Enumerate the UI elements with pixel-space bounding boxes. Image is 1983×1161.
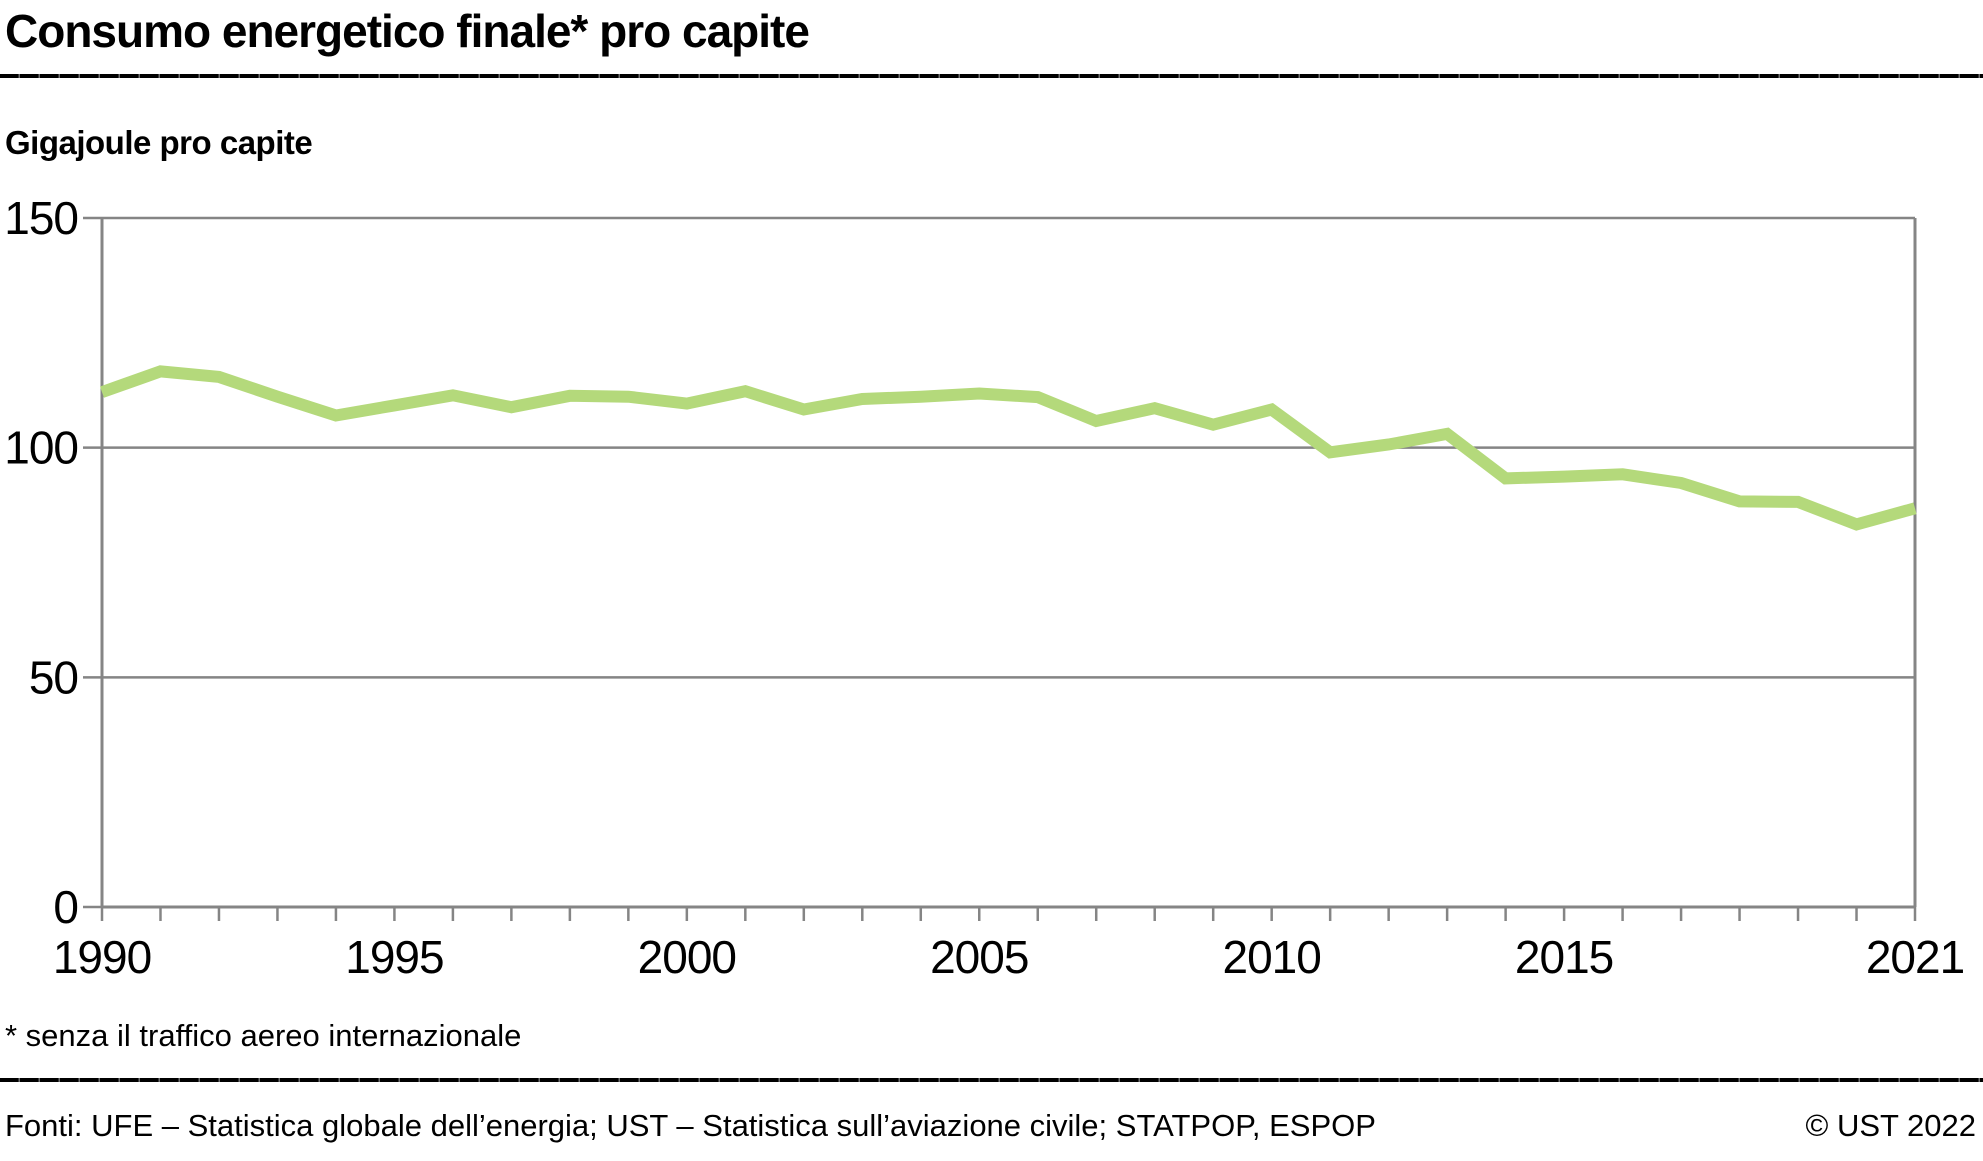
- x-tick-label-2000: 2000: [638, 931, 736, 983]
- x-tick-label-2015: 2015: [1515, 931, 1613, 983]
- y-tick-label-100: 100: [4, 422, 78, 474]
- title-rule: [0, 74, 1983, 78]
- footer: Fonti: UFE – Statistica globale dell’ene…: [5, 1108, 1976, 1144]
- x-tick-label-2010: 2010: [1223, 931, 1321, 983]
- data-line: [99, 365, 1917, 531]
- y-axis-unit-label: Gigajoule pro capite: [5, 124, 313, 161]
- x-tick-label-1995: 1995: [345, 931, 443, 983]
- source-text: Fonti: UFE – Statistica globale dell’ene…: [5, 1108, 1376, 1143]
- footnote: * senza il traffico aereo internazionale: [5, 1018, 522, 1053]
- x-tick-label-2005: 2005: [930, 931, 1028, 983]
- y-tick-label-50: 50: [29, 651, 78, 703]
- copyright-text: © UST 2022: [1805, 1108, 1976, 1143]
- x-tick-label-2021: 2021: [1866, 931, 1964, 983]
- page-title: Consumo energetico finale* pro capite: [5, 5, 810, 57]
- x-tick-label-1990: 1990: [53, 931, 151, 983]
- y-tick-label-0: 0: [53, 881, 78, 933]
- y-tick-label-150: 150: [4, 192, 78, 244]
- footer-rule: [0, 1078, 1983, 1082]
